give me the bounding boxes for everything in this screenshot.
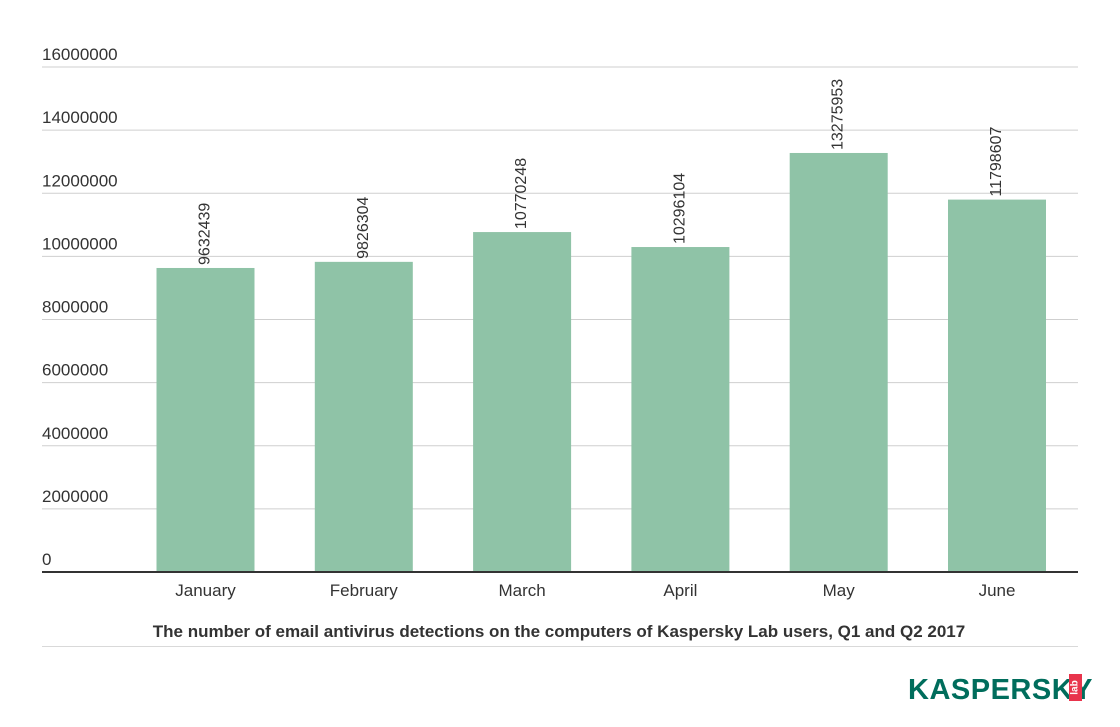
bar-april: [631, 247, 730, 572]
chart-title: The number of email antivirus detections…: [152, 622, 966, 641]
y-tick-label: 4000000: [42, 424, 108, 443]
data-label: 11798607: [988, 127, 1005, 197]
bar-may: [789, 152, 888, 573]
logo-lab-badge: lab: [1069, 674, 1082, 701]
x-tick-label: January: [175, 581, 236, 600]
kaspersky-logo: KASPERSKY lab: [908, 670, 1093, 710]
bar-june: [948, 199, 1046, 573]
data-label: 9632439: [197, 203, 214, 265]
bar-chart: 0 2000000 4000000 6000000 8000000 10000000 120…: [42, 45, 1078, 600]
data-label: 10296104: [671, 173, 688, 244]
y-tick-label: 8000000: [42, 298, 108, 317]
y-tick-label: 12000000: [42, 171, 118, 190]
data-label: 9826304: [355, 196, 372, 258]
y-tick-label: 16000000: [42, 45, 118, 64]
y-tick-label: 2000000: [42, 487, 108, 506]
y-tick-label: 14000000: [42, 108, 118, 127]
logo-lab-text: lab: [1070, 680, 1082, 695]
x-tick-label: February: [330, 581, 399, 600]
y-tick-label: 6000000: [42, 361, 108, 380]
x-tick-label: March: [498, 581, 545, 600]
bar-january: [156, 267, 255, 572]
data-label: 10770248: [513, 158, 530, 229]
bar-february: [314, 261, 413, 572]
y-tick-label: 0: [42, 550, 51, 569]
x-tick-label: April: [663, 581, 697, 600]
logo-wordmark: KASPERSKY: [908, 674, 1093, 706]
y-tick-label: 10000000: [42, 234, 118, 253]
data-label: 13275953: [830, 79, 847, 150]
bar-march: [473, 232, 572, 573]
x-tick-label: June: [979, 581, 1016, 600]
x-tick-label: May: [823, 581, 856, 600]
caption-divider: [42, 646, 1078, 647]
